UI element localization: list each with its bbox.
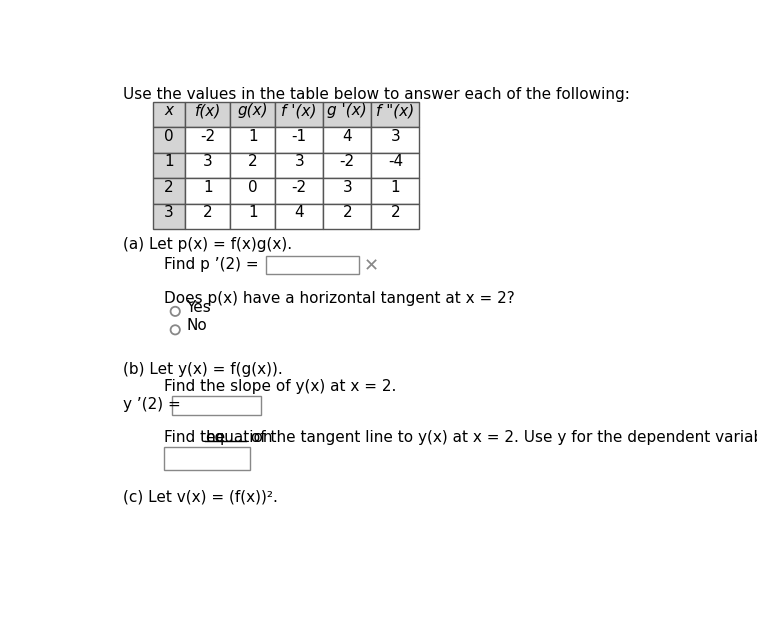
Text: f '(x): f '(x)	[282, 103, 317, 118]
Text: g '(x): g '(x)	[327, 103, 367, 118]
Bar	[371, 178, 419, 204]
Bar	[164, 447, 250, 470]
Bar	[185, 102, 230, 128]
Text: 0: 0	[248, 180, 257, 194]
Text: 2: 2	[164, 180, 174, 194]
Bar	[371, 204, 419, 229]
Text: 1: 1	[248, 129, 257, 144]
Text: -1: -1	[291, 129, 307, 144]
Text: 3: 3	[342, 180, 352, 194]
Text: No: No	[186, 319, 207, 334]
Bar	[276, 128, 323, 153]
Text: Use the values in the table below to answer each of the following:: Use the values in the table below to ans…	[123, 86, 630, 102]
Text: 2: 2	[391, 205, 400, 220]
Bar	[185, 204, 230, 229]
Bar	[276, 204, 323, 229]
Bar	[276, 153, 323, 178]
Bar	[230, 128, 276, 153]
Text: Find p ’(2) =: Find p ’(2) =	[164, 257, 259, 272]
Text: 0: 0	[164, 129, 174, 144]
Bar	[230, 178, 276, 204]
Bar	[230, 102, 276, 128]
Text: -2: -2	[340, 154, 355, 169]
Text: ✕: ✕	[363, 257, 378, 275]
Bar	[185, 178, 230, 204]
Text: 1: 1	[248, 205, 257, 220]
Text: 1: 1	[391, 180, 400, 194]
Text: 2: 2	[342, 205, 352, 220]
Bar	[153, 204, 185, 229]
Text: (b) Let y(x) = f(g(x)).: (b) Let y(x) = f(g(x)).	[123, 362, 283, 377]
Text: g(x): g(x)	[238, 103, 268, 118]
Text: (a) Let p(x) = f(x)g(x).: (a) Let p(x) = f(x)g(x).	[123, 237, 292, 252]
Bar	[276, 102, 323, 128]
Bar	[172, 396, 261, 415]
Text: Find the: Find the	[164, 430, 230, 445]
Bar	[323, 204, 371, 229]
Bar	[266, 256, 359, 274]
Text: equation: equation	[204, 430, 273, 445]
Text: 1: 1	[203, 180, 213, 194]
Text: Yes: Yes	[186, 300, 211, 315]
Bar	[323, 102, 371, 128]
Bar	[371, 153, 419, 178]
Text: 4: 4	[342, 129, 352, 144]
Text: x: x	[164, 103, 173, 118]
Text: 3: 3	[164, 205, 174, 220]
Bar	[153, 128, 185, 153]
Bar	[153, 178, 185, 204]
Text: -4: -4	[388, 154, 403, 169]
Text: of the tangent line to y(x) at x = 2. Use y for the dependent variable.: of the tangent line to y(x) at x = 2. Us…	[246, 430, 757, 445]
Text: 3: 3	[391, 129, 400, 144]
Text: -2: -2	[200, 129, 215, 144]
Text: y ’(2) =: y ’(2) =	[123, 397, 181, 412]
Text: 3: 3	[294, 154, 304, 169]
Text: f "(x): f "(x)	[376, 103, 414, 118]
Bar	[371, 102, 419, 128]
Bar	[230, 153, 276, 178]
Text: Does p(x) have a horizontal tangent at x = 2?: Does p(x) have a horizontal tangent at x…	[164, 290, 515, 305]
Text: Find the slope of y(x) at x = 2.: Find the slope of y(x) at x = 2.	[164, 379, 397, 394]
Text: f(x): f(x)	[195, 103, 221, 118]
Bar	[276, 178, 323, 204]
Bar	[323, 178, 371, 204]
Bar	[185, 128, 230, 153]
Text: 2: 2	[203, 205, 213, 220]
Bar	[371, 128, 419, 153]
Text: (c) Let v(x) = (f(x))².: (c) Let v(x) = (f(x))².	[123, 489, 278, 504]
Bar	[323, 128, 371, 153]
Text: 3: 3	[203, 154, 213, 169]
Text: 2: 2	[248, 154, 257, 169]
Text: 4: 4	[294, 205, 304, 220]
Bar	[153, 102, 185, 128]
Text: -2: -2	[291, 180, 307, 194]
Bar	[323, 153, 371, 178]
Bar	[153, 153, 185, 178]
Text: 1: 1	[164, 154, 174, 169]
Bar	[230, 204, 276, 229]
Bar	[185, 153, 230, 178]
